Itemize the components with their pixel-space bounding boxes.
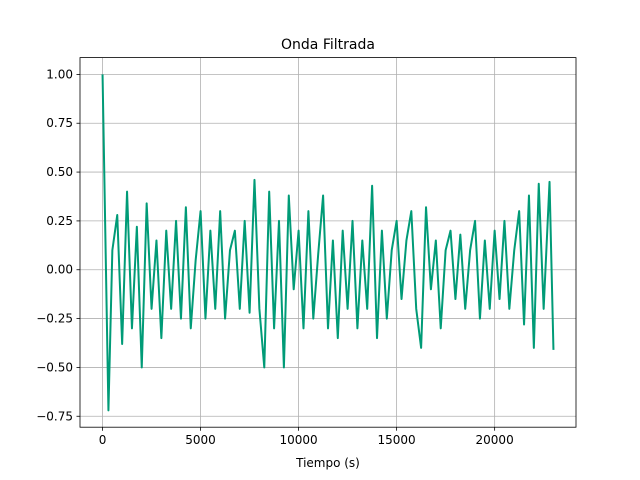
chart-title: Onda Filtrada [281,37,375,53]
x-tick-label: 15000 [378,433,416,447]
y-tick-label: −0.50 [36,360,73,374]
x-axis-label: Tiempo (s) [295,456,360,470]
x-tick-label: 20000 [476,433,514,447]
y-tick-label: 0.25 [46,214,73,228]
x-tick-label: 0 [99,433,107,447]
y-tick-label: 0.00 [46,263,73,277]
plot-frame [79,57,577,428]
x-tick-label: 5000 [185,433,216,447]
x-tick-label: 10000 [279,433,317,447]
y-tick-label: −0.75 [36,409,73,423]
y-tick-label: 0.75 [46,116,73,130]
y-tick-label: −0.25 [36,312,73,326]
y-tick-label: 0.50 [46,165,73,179]
y-tick-label: 1.00 [46,67,73,81]
data-line [101,74,555,412]
